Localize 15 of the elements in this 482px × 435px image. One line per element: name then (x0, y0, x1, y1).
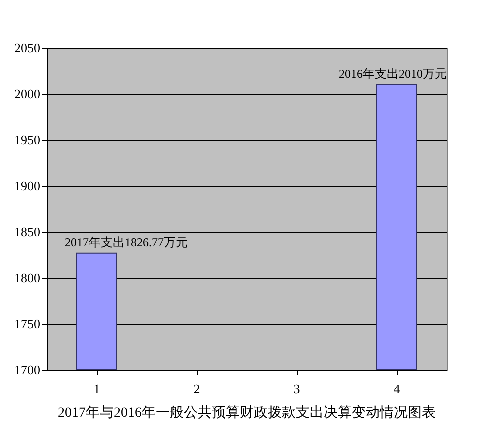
y-tick-label: 1850 (14, 224, 40, 240)
y-tick-label: 1900 (14, 178, 40, 194)
x-tick-label: 3 (294, 382, 300, 396)
x-tick-label: 2 (194, 382, 200, 396)
y-tick-label: 1700 (14, 362, 40, 378)
annotation: 2017年支出1826.77万元 (65, 235, 188, 250)
y-tick-label: 2000 (14, 86, 40, 102)
y-tick-label: 1750 (14, 316, 40, 332)
y-tick-label: 1950 (14, 132, 40, 148)
x-tick-label: 4 (394, 382, 401, 396)
annotation: 2016年支出2010万元 (339, 66, 447, 81)
y-tick-label: 1800 (14, 270, 40, 286)
x-tick-label: 1 (94, 382, 100, 396)
text: 2017年与2016年一般公共预算财政拨款支出决算变动情况图表 (58, 405, 436, 421)
y-tick-label: 2050 (14, 40, 40, 56)
